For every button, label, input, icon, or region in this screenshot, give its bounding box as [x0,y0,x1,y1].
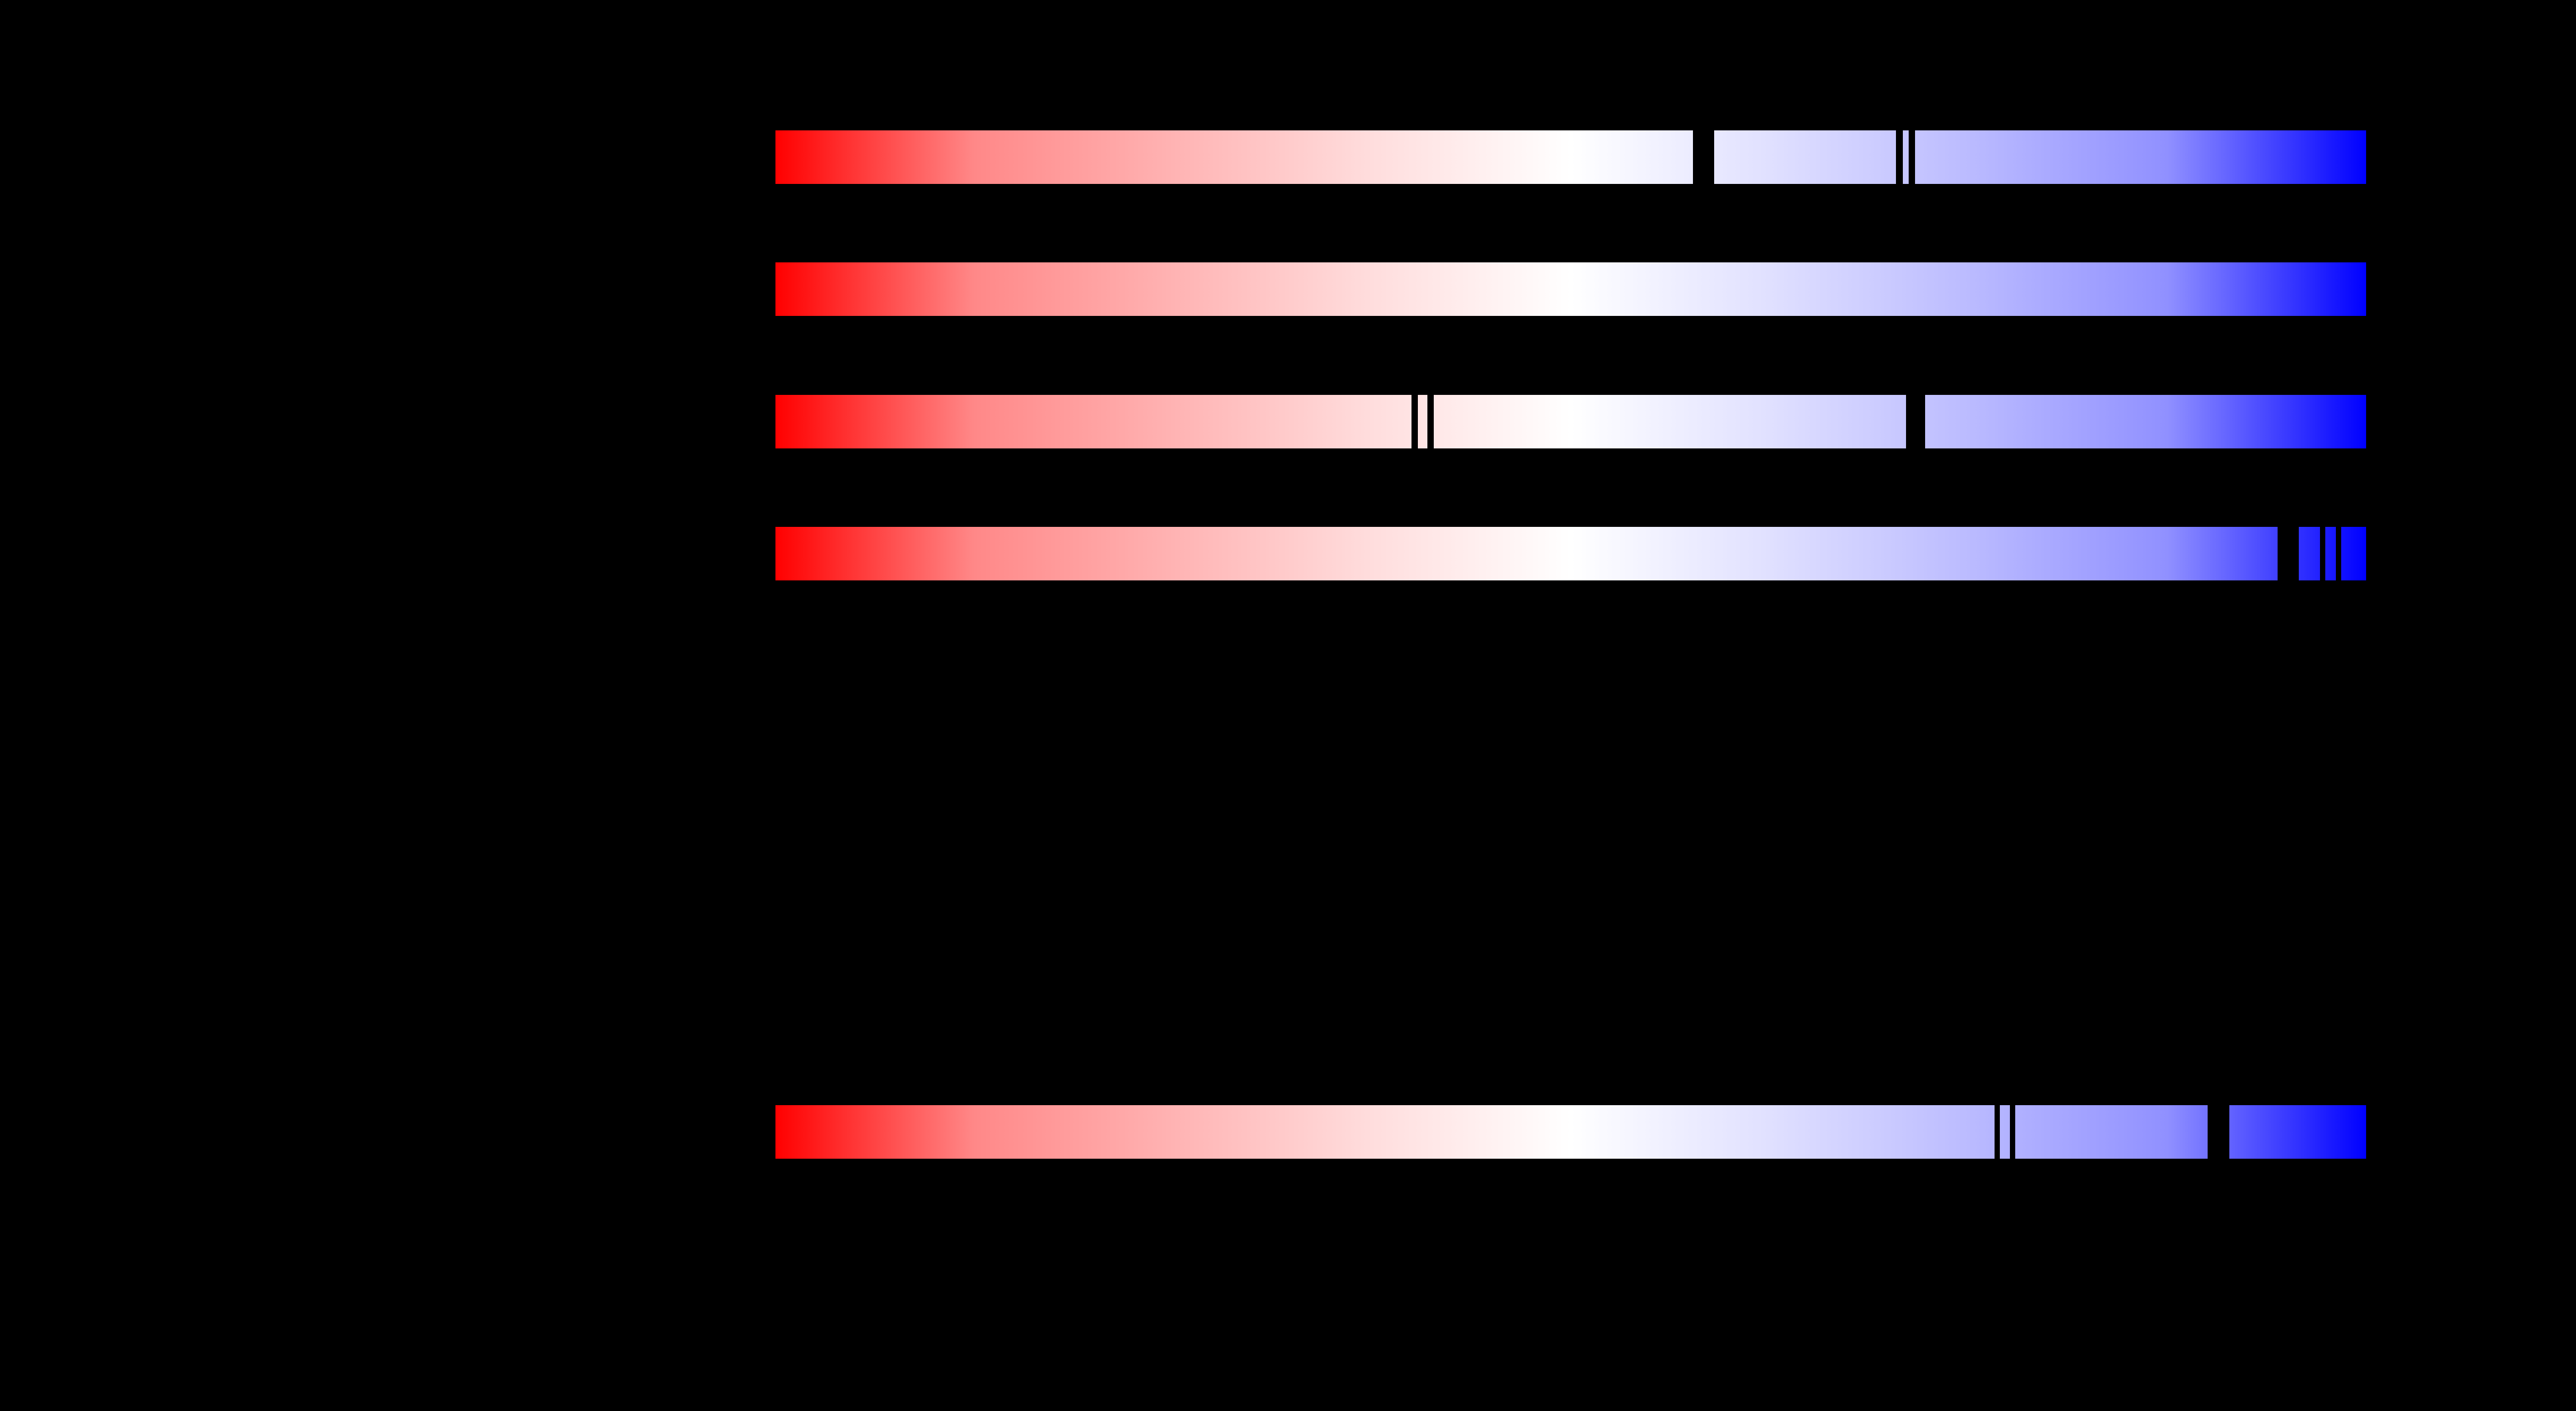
colorbar-2 [775,262,2366,316]
thin-marker-line [1427,395,1434,448]
thick-marker-line [2208,1105,2229,1159]
thin-marker-line [1995,1105,2000,1159]
colorbar-1 [775,130,2366,184]
thick-marker-line [1906,395,1925,448]
colorbar-4 [775,527,2366,580]
thick-marker-line [2278,527,2299,580]
thin-marker-line [2336,527,2341,580]
colorbar-3 [775,395,2366,448]
thin-marker-line [1896,130,1903,184]
thin-marker-line [1909,130,1915,184]
thin-marker-line [2320,527,2325,580]
thin-marker-line [2010,1105,2015,1159]
thick-marker-line [1693,130,1714,184]
colorbar-5 [775,1105,2366,1159]
thin-marker-line [1411,395,1418,448]
